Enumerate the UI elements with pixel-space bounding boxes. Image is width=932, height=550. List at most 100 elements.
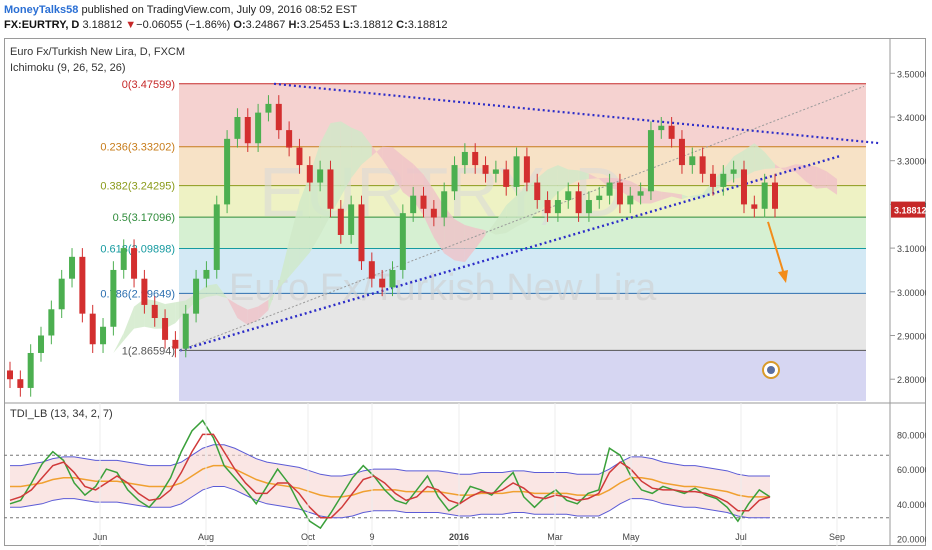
cloud-segment [216,283,228,299]
candle-body[interactable] [596,195,603,201]
cloud-segment [113,332,124,353]
candle-body[interactable] [89,313,96,345]
candle-body[interactable] [637,191,644,196]
candle-body[interactable] [17,379,24,388]
candle-body[interactable] [420,195,427,209]
cloud-segment [123,306,135,341]
candle-body[interactable] [441,191,448,218]
candle-body[interactable] [627,195,634,205]
time-axis[interactable]: Jun Aug Oct 9 2016 Mar May Jul Sep [93,403,845,546]
candle-body[interactable] [720,173,727,187]
candle-body[interactable] [503,169,510,187]
candle-body[interactable] [100,326,107,345]
candle-body[interactable] [58,278,65,310]
candle-body[interactable] [306,165,313,183]
cloud-segment [206,283,217,297]
candle-body[interactable] [647,130,654,192]
candle-body[interactable] [585,200,592,214]
ichimoku-label[interactable]: Ichimoku (9, 26, 52, 26) [10,62,126,74]
candle-body[interactable] [544,200,551,214]
author-link[interactable]: MoneyTalks58 [4,4,79,16]
time-tick-label: 9 [369,532,374,542]
candle-body[interactable] [151,304,158,319]
candle-body[interactable] [358,204,365,262]
candle-body[interactable] [162,318,169,340]
candle-body[interactable] [668,125,675,139]
candle-body[interactable] [79,256,86,314]
price-pane[interactable]: 0(3.47599) 0.236(3.33202) 0.382(3.24295) 0.… [7,69,926,401]
candle-body[interactable] [565,191,572,201]
tdi-signal-line[interactable] [9,433,771,519]
candle-body[interactable] [772,182,778,209]
candle-body[interactable] [69,256,76,279]
time-tick-label: Jul [735,532,747,542]
candle-body[interactable] [224,138,231,205]
candle-body[interactable] [368,261,375,279]
candle-body[interactable] [193,278,200,314]
candle-body[interactable] [317,169,324,183]
candle-body[interactable] [131,248,138,279]
candle-body[interactable] [255,112,262,144]
candle-body[interactable] [141,278,148,305]
candle-body[interactable] [492,169,499,174]
candle-body[interactable] [244,117,251,144]
candle-body[interactable] [7,370,13,380]
candle-body[interactable] [523,156,530,183]
cloud-segment [258,299,269,320]
candle-body[interactable] [379,278,386,288]
candle-body[interactable] [296,147,303,166]
high-value: 3.25453 [300,19,340,31]
candle-body[interactable] [120,248,127,270]
candle-body[interactable] [110,269,117,327]
candle-body[interactable] [389,269,396,288]
cloud-segment [785,164,796,173]
candle-body[interactable] [348,204,355,235]
tdi-rsi-line[interactable] [9,419,771,530]
candle-body[interactable] [265,103,272,113]
candle-body[interactable] [658,125,665,131]
candle-body[interactable] [337,208,344,235]
open-value: 3.24867 [245,19,286,31]
candle-body[interactable] [286,130,293,148]
candle-body[interactable] [172,339,179,349]
candle-body[interactable] [534,182,541,201]
candle-body[interactable] [399,213,406,270]
candle-body[interactable] [461,151,468,166]
candle-body[interactable] [182,313,189,349]
event-marker-icon-core [767,366,775,374]
candle-body[interactable] [410,195,417,214]
candle-body[interactable] [234,117,241,139]
candle-body[interactable] [48,309,55,336]
candle-body[interactable] [699,156,706,174]
tdi-middle-line[interactable] [10,464,770,498]
resistance-trendline[interactable] [273,82,881,145]
candle-body[interactable] [327,169,334,209]
candle-body[interactable] [275,103,282,131]
candle-body[interactable] [513,156,520,187]
candle-body[interactable] [616,182,623,205]
candle-body[interactable] [27,352,34,388]
candle-body[interactable] [575,191,582,214]
high-label: H: [288,19,301,31]
tdi-pane[interactable]: 80.0000 60.0000 40.0000 20.0000 [4,419,926,545]
candle-body[interactable] [554,200,561,214]
candle-body[interactable] [606,182,613,196]
candle-body[interactable] [472,151,479,166]
candle-body[interactable] [761,182,768,209]
price-tick-label: 3.30000 [897,157,926,167]
candle-body[interactable] [689,156,696,166]
tdi-label[interactable]: TDI_LB (13, 34, 2, 7) [10,408,113,420]
candle-body[interactable] [709,173,716,187]
candle-body[interactable] [430,208,437,218]
down-arrow-icon: ▼ [125,19,137,31]
candle-body[interactable] [203,269,210,279]
candle-body[interactable] [482,165,489,174]
cloud-segment [578,170,589,181]
candle-body[interactable] [38,335,45,353]
candle-body[interactable] [730,169,737,174]
candle-body[interactable] [451,165,458,192]
candle-body[interactable] [751,204,758,209]
candle-body[interactable] [740,169,747,205]
candle-body[interactable] [678,138,685,166]
candle-body[interactable] [213,204,220,270]
